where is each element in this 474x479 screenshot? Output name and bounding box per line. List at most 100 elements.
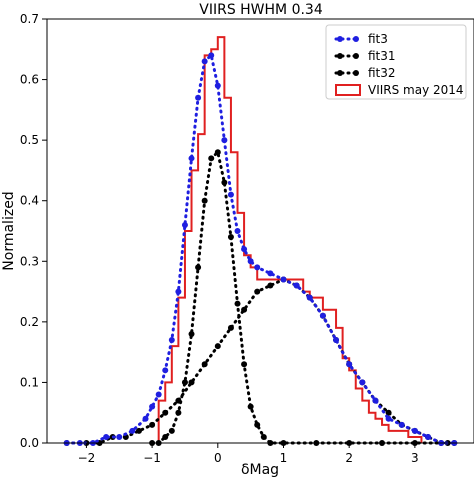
series-fit3-point (280, 276, 287, 283)
series-fit3-point (333, 337, 340, 344)
y-tick-label: 0.4 (20, 194, 39, 208)
series-fit3-point (385, 415, 392, 422)
y-tick-label: 0.3 (20, 254, 39, 268)
series-fit31-point (162, 433, 169, 440)
series-fit31-point (201, 197, 208, 204)
series-fit3-point (425, 433, 432, 440)
series-fit31-point (168, 427, 175, 434)
legend-label: fit31 (368, 49, 396, 63)
series-fit3-point (103, 433, 110, 440)
x-tick-label: −2 (78, 451, 96, 465)
series-fit32-point (135, 427, 142, 434)
series-fit31-point (241, 361, 248, 368)
legend-swatch-viirs (335, 84, 361, 96)
series-fit3-point (162, 367, 169, 374)
series-fit3-line (65, 52, 456, 445)
legend-marker-fit32 (337, 70, 343, 76)
series-fit3-point (247, 258, 254, 265)
series-fit3-point (129, 427, 136, 434)
series-fit3-point (254, 264, 261, 271)
series-fit31-point (181, 379, 188, 386)
series-fit31-point (175, 409, 182, 416)
series-fit31-point (188, 330, 195, 337)
legend-marker-fit32 (353, 70, 359, 76)
series-fit3-point (168, 337, 175, 344)
series-fit32-line (65, 277, 456, 445)
legend-marker-fit3 (337, 36, 343, 42)
x-tick-label: −1 (143, 451, 161, 465)
y-tick-label: 0.0 (20, 436, 39, 450)
series-fit3-point (221, 137, 228, 144)
legend-label: fit32 (368, 66, 396, 80)
legend-box (325, 24, 467, 100)
series-fit3-point (398, 421, 405, 428)
series-fit32-point (227, 324, 234, 331)
legend: fit3 fit31 fit32 VIIRS may 2014 (325, 24, 467, 100)
series-fit3-point (201, 58, 208, 65)
series-fit31-point (208, 155, 215, 162)
plot-area (63, 36, 458, 446)
x-axis: −2 −1 0 1 2 3 (78, 443, 419, 465)
series-fit3-point (214, 82, 221, 89)
series-fit3-point (359, 379, 366, 386)
legend-label: VIIRS may 2014 (368, 83, 464, 97)
x-tick-label: 1 (280, 451, 288, 465)
legend-marker-fit31 (353, 53, 359, 59)
series-fit31-point (227, 234, 234, 241)
y-tick-label: 0.2 (20, 315, 39, 329)
series-fit3-point (306, 294, 313, 301)
series-fit31-point (234, 300, 241, 307)
series-fit32-point (149, 421, 156, 428)
series-fit3-point (181, 221, 188, 228)
series-fit32-point (241, 306, 248, 313)
series-fit32-point (385, 409, 392, 416)
y-axis: 0.0 0.1 0.2 0.3 0.4 0.5 0.6 0.7 (20, 12, 47, 450)
x-tick-label: 2 (345, 451, 353, 465)
series-fit3-point (149, 403, 156, 410)
series-fit3-point (195, 94, 202, 101)
series-fit3-point (411, 427, 418, 434)
series-fit31-point (254, 421, 261, 428)
series-fit3-point (372, 397, 379, 404)
series-fit3-point (155, 391, 162, 398)
legend-label: fit3 (368, 32, 388, 46)
series-fit3-point (188, 155, 195, 162)
x-tick-label: 0 (214, 451, 222, 465)
series-fit32-point (267, 282, 274, 289)
y-tick-label: 0.7 (20, 12, 39, 26)
series-fit3-point (319, 312, 326, 319)
y-tick-label: 0.5 (20, 133, 39, 147)
series-fit32-point (214, 343, 221, 350)
series-fit3-point (234, 228, 241, 234)
series-layer (63, 36, 458, 446)
series-fit3-group (63, 52, 458, 446)
series-fit31-point (221, 179, 228, 186)
series-fit3-point (175, 288, 182, 295)
series-fit3-point (227, 191, 234, 198)
series-fit31-group (149, 149, 451, 446)
series-fit32-point (162, 409, 169, 416)
y-tick-label: 0.1 (20, 375, 39, 389)
axes-frame (46, 18, 474, 444)
series-fit3-point (142, 415, 149, 422)
chart-title: VIIRS HWHM 0.34 (199, 2, 323, 18)
series-fit32-point (201, 361, 208, 368)
x-tick-label: 3 (411, 451, 419, 465)
legend-marker-fit31 (337, 53, 343, 59)
y-axis-label: Normalized (1, 191, 17, 270)
series-fit31-point (214, 149, 221, 156)
series-fit31-point (260, 433, 267, 440)
series-fit31-line (150, 149, 450, 445)
y-tick-label: 0.6 (20, 73, 39, 87)
series-fit3-point (267, 270, 274, 277)
series-fit31-point (195, 264, 202, 271)
series-fit32-point (188, 379, 195, 386)
x-axis-label: δMag (241, 462, 279, 478)
series-fit3-point (293, 282, 300, 289)
legend-marker-fit3 (353, 36, 359, 42)
series-fit32-group (63, 276, 458, 446)
series-fit3-point (241, 246, 248, 253)
series-fit32-point (254, 288, 261, 295)
series-fit3-point (346, 361, 353, 368)
